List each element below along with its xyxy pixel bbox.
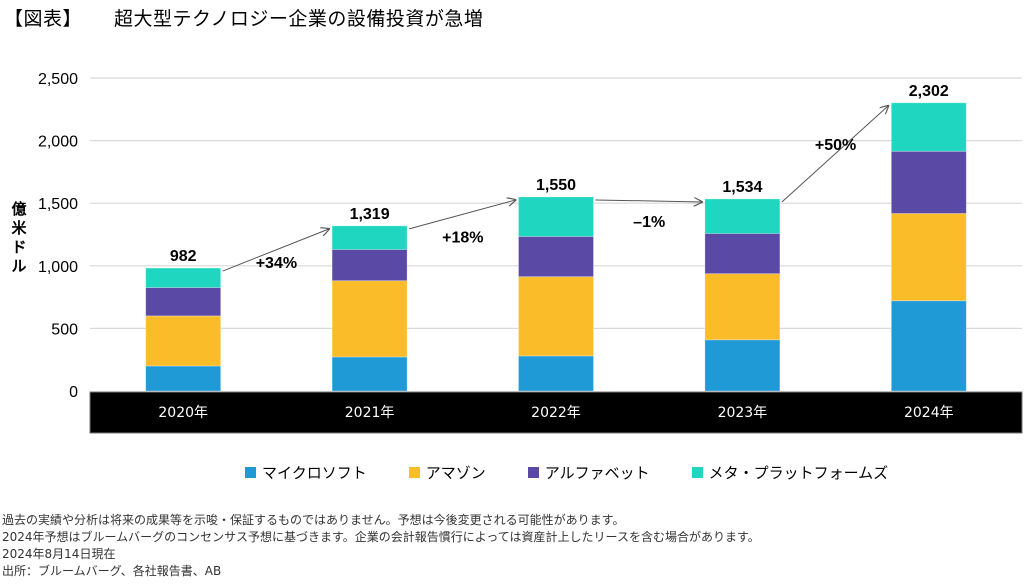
y-tick-label: 2,500 [38,71,78,88]
total-label: 1,550 [536,177,576,194]
bars [145,102,967,392]
legend-label: アマゾン [425,464,486,482]
growth-label: +50% [815,137,856,154]
y-tick-label: 2,000 [38,134,78,151]
growth-label: +18% [442,229,483,246]
legend-swatch [691,467,703,478]
bar-segment [331,249,408,282]
footnote-date: 2024年8月14日現在 [2,547,116,561]
bar-segment [704,273,781,341]
legend-label: メタ・プラットフォームズ [708,464,889,482]
x-tick-label: 2023年 [718,405,768,421]
x-tick-label: 2024年 [904,405,954,421]
bar-segment [331,356,408,392]
bar-segment [145,287,222,317]
legend-item-amazon: アマゾン [408,462,486,483]
legend-swatch [245,467,256,478]
total-label: 2,302 [909,83,949,100]
legend-item-alphabet: アルファベット [527,462,650,483]
bar-segment [331,280,408,358]
footnote-forecast: 2024年予想はブルームバーグのコンセンサス予想に基づきます。企業の会計報告慣行… [2,530,760,544]
bar-segment [704,233,781,275]
bar-segment [704,339,781,392]
bar-segment [890,300,967,392]
legend-label: アルファベット [544,464,650,482]
legend-label: マイクロソフト [262,464,367,482]
growth-label: +34% [256,255,297,272]
bar-segment [145,315,222,367]
growth-label: –1% [633,214,665,231]
legend-swatch [408,467,420,478]
bar-segment [518,196,594,237]
legend: マイクロソフト アマゾン アルファベット メタ・プラットフォームズ [245,462,930,483]
footnote-disclaimer: 過去の実績や分析は将来の成果等を示唆・保証するものではありません。予想は今後変更… [2,513,625,527]
x-tick-label: 2020年 [158,405,208,421]
title-text: 超大型テクノロジー企業の設備投資が急増 [114,8,484,30]
labels: 982 2020年 1,319 2021年 1,550 2022年 1,534 2023年 2,… [158,83,953,421]
bar-segment [145,267,222,288]
y-tick-label: 1,500 [38,196,78,213]
y-tick-label: 0 [69,384,78,401]
y-ticks: 0 500 1,000 1,500 2,000 2,500 [38,71,78,401]
x-tick-label: 2022年 [531,405,581,421]
legend-item-microsoft: マイクロソフト [245,462,367,483]
total-label: 1,319 [350,206,390,223]
chart-title: 【図表】 超大型テクノロジー企業の設備投資が急増 [4,4,483,31]
y-tick-label: 1,000 [38,259,78,276]
legend-swatch [527,467,539,478]
footnotes: 過去の実績や分析は将来の成果等を示唆・保証するものではありません。予想は今後変更… [2,512,760,580]
legend-item-meta: メタ・プラットフォームズ [691,462,889,483]
bar-segment [145,365,222,392]
bar-segment [890,150,967,214]
total-label: 982 [170,248,197,265]
growth-arrow [595,200,702,202]
growth-arrows [222,106,889,272]
y-tick-label: 500 [51,321,78,338]
x-tick-label: 2021年 [345,405,395,421]
bar-segment [704,198,781,234]
bar-segment [331,225,408,250]
bar-segment [518,355,594,392]
growth-arrow [408,200,515,230]
bar-segment [890,102,967,152]
total-label: 1,534 [722,179,762,196]
growth-arrow [222,229,329,272]
bar-segment [518,276,594,357]
footnote-source: 出所：ブルームバーグ、各社報告書、AB [2,564,222,578]
bar-segment [890,213,967,302]
title-bracket: 【図表】 [4,8,83,30]
bar-segment [518,236,594,278]
x-axis-band [89,391,1023,434]
y-axis-label: 億米ドル [11,200,27,275]
growth-arrow [781,106,888,203]
